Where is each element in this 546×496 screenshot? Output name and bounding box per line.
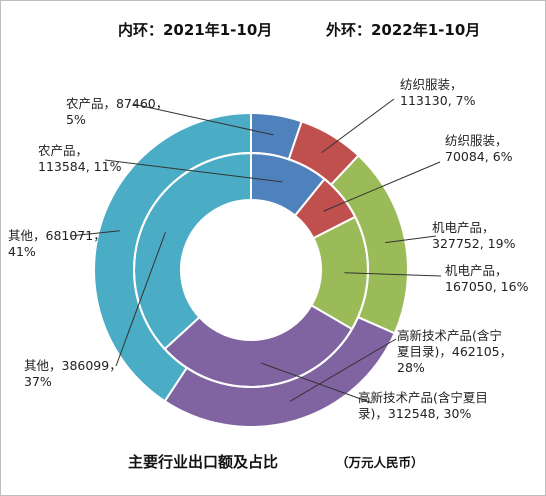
outer-data-label-other: 其他，681071， 41% bbox=[8, 228, 106, 259]
outer-leader-line-other bbox=[69, 230, 120, 237]
inner-ring-header: 内环：2021年1-10月 bbox=[118, 21, 272, 39]
inner-leader-line-other bbox=[115, 232, 166, 367]
inner-leader-line-agri bbox=[104, 159, 283, 183]
outer-data-label-mech: 机电产品， 327752, 19% bbox=[432, 220, 516, 251]
outer-ring-header: 外环：2022年1-10月 bbox=[325, 21, 480, 39]
inner-leader-line-textile bbox=[323, 161, 441, 212]
outer-leader-line-textile bbox=[321, 98, 395, 153]
inner-data-label-hitech: 高新技术产品(含宁夏目录)，312548, 30% bbox=[358, 390, 488, 421]
outer-data-label-hitech: 高新技术产品(含宁夏目录)，462105， 28% bbox=[397, 328, 512, 375]
inner-leader-line-mech bbox=[344, 272, 442, 277]
chart-unit: （万元人民币） bbox=[336, 455, 424, 470]
outer-data-label-textile: 纺织服装， 113130, 7% bbox=[400, 77, 476, 108]
outer-leader-line-hitech bbox=[289, 338, 397, 402]
inner-data-label-mech: 机电产品， 167050, 16% bbox=[445, 263, 529, 294]
inner-data-label-textile: 纺织服装， 70084, 6% bbox=[445, 133, 513, 164]
ring-separator bbox=[133, 152, 369, 388]
outer-data-label-agri: 农产品，87460， 5% bbox=[66, 96, 168, 127]
inner-data-label-agri: 农产品， 113584, 11% bbox=[38, 143, 122, 174]
inner-leader-line-hitech bbox=[260, 362, 373, 404]
outer-leader-line-agri bbox=[132, 103, 274, 136]
labels-group: 农产品， 113584, 11% 纺织服装， 70084, 6% 机电产品， 167050… bbox=[8, 77, 529, 421]
outer-leader-line-mech bbox=[385, 235, 437, 244]
chart-title: 主要行业出口额及占比 bbox=[128, 453, 278, 471]
rings-group bbox=[93, 111, 409, 428]
inner-data-label-other: 其他，386099， 37% bbox=[24, 358, 122, 389]
